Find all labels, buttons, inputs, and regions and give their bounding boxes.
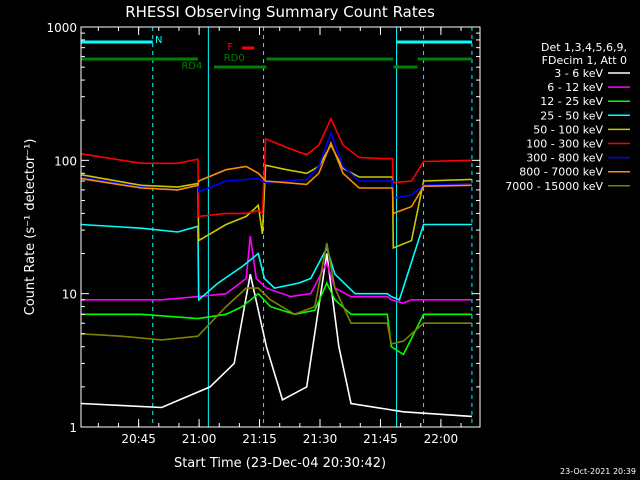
x-tick-label: 21:00 bbox=[182, 432, 217, 446]
legend-entry-label: 12 - 25 keV bbox=[540, 95, 603, 108]
y-axis-label: Count Rate (s⁻¹ detector⁻¹) bbox=[23, 139, 38, 316]
legend-entry-label: 300 - 800 keV bbox=[526, 152, 603, 165]
plot-frame bbox=[80, 26, 481, 428]
series-line-9 bbox=[80, 242, 472, 345]
legend-entry-label: 100 - 300 keV bbox=[526, 138, 603, 151]
chart-title: RHESSI Observing Summary Count Rates bbox=[125, 3, 435, 21]
legend-entry-label: 6 - 12 keV bbox=[547, 81, 603, 94]
flag-label-f: F bbox=[227, 42, 233, 53]
flag-label-rd4: RD4 bbox=[181, 61, 202, 72]
legend-header: FDecim 1, Att 0 bbox=[542, 54, 627, 67]
y-tick-label: 100 bbox=[54, 154, 77, 168]
legend-entry-label: 25 - 50 keV bbox=[540, 109, 603, 122]
series-line-1 bbox=[80, 253, 472, 418]
series-line-2 bbox=[81, 236, 472, 304]
x-tick-label: 21:15 bbox=[242, 432, 277, 446]
legend-entry-label: 800 - 7000 keV bbox=[519, 166, 603, 179]
x-tick-label: 22:00 bbox=[424, 432, 459, 446]
flag-label-n: N bbox=[155, 35, 162, 46]
x-tick-label: 21:45 bbox=[363, 432, 398, 446]
y-tick-label: 1000 bbox=[46, 21, 77, 35]
y-tick-label: 1 bbox=[69, 421, 77, 435]
legend-entry-label: 3 - 6 keV bbox=[554, 67, 603, 80]
date-stamp: 23-Oct-2021 20:39 bbox=[560, 467, 636, 476]
series-line-8 bbox=[80, 140, 472, 215]
x-tick-label: 21:30 bbox=[303, 432, 338, 446]
axis-ticks: 20:45 21:00 21:15 21:30 21:45 22:00 1 10 100 1000 bbox=[46, 21, 480, 446]
legend-entry-label: 7000 - 15000 keV bbox=[505, 180, 603, 193]
x-tick-label: 20:45 bbox=[121, 432, 156, 446]
legend-entry-label: 50 - 100 keV bbox=[533, 123, 603, 136]
flag-label-rd0: RD0 bbox=[224, 53, 245, 64]
x-axis-label: Start Time (23-Dec-04 20:30:42) bbox=[174, 456, 386, 471]
y-tick-label: 10 bbox=[62, 288, 77, 302]
legend-header: Det 1,3,4,5,6,9, bbox=[541, 41, 627, 54]
legend: Det 1,3,4,5,6,9,FDecim 1, Att 03 - 6 keV… bbox=[505, 41, 630, 193]
